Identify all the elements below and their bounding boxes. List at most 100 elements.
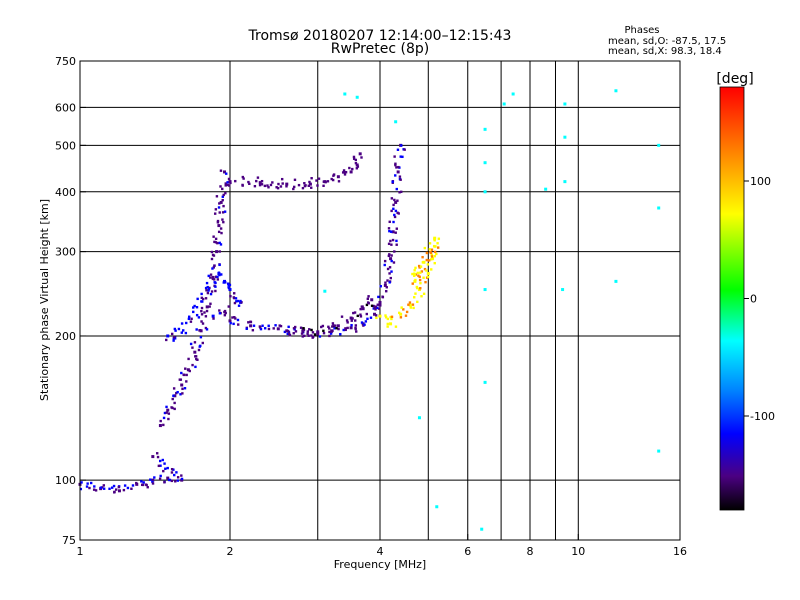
data-point [377,295,380,299]
data-point [287,325,290,329]
data-point [388,266,392,269]
data-point [237,323,240,326]
data-point [614,89,618,93]
data-point [352,311,355,315]
data-point [388,272,391,275]
data-point [255,179,258,183]
data-point [413,272,416,275]
data-point [393,215,397,219]
grid [80,61,680,540]
data-point [433,254,436,258]
data-point [168,478,172,482]
data-point [209,273,213,276]
data-point [292,332,295,335]
data-point [329,332,333,335]
data-point [394,174,397,177]
data-point [219,243,223,246]
data-point [345,319,349,322]
data-point [369,316,373,319]
data-point [165,405,168,409]
data-point [397,212,400,215]
data-point [158,459,162,463]
data-point [563,180,567,184]
data-point [174,480,177,483]
data-point [237,304,241,307]
data-point [398,311,401,315]
data-point [384,316,388,319]
data-point [391,180,394,183]
y-tick-label: 750 [55,55,76,68]
data-point [292,187,295,191]
data-point [364,320,368,323]
data-point [223,210,227,213]
data-point [396,148,400,151]
data-point [324,180,327,184]
data-point [162,416,166,420]
data-point [383,283,387,287]
data-point [383,259,387,263]
data-point [159,464,162,467]
data-point [117,489,121,493]
data-point [205,305,209,309]
data-point [308,180,311,184]
data-point [200,300,203,303]
data-point [219,200,223,204]
data-point [110,486,114,489]
y-tick-label: 300 [55,246,76,259]
data-point [218,312,222,315]
data-point [188,315,191,318]
data-point [172,394,175,397]
data-point [420,270,424,273]
data-point [401,155,404,159]
colorbar-tick-label: 0 [750,293,757,306]
data-point [354,158,358,162]
chart-subtitle: RwPretec (8p) [331,41,429,57]
data-point [395,243,398,246]
data-point [261,324,264,327]
data-point [173,335,176,339]
data-point [315,179,318,182]
data-point [184,367,187,370]
data-point [187,317,191,321]
data-point [330,330,333,333]
data-point [544,187,548,191]
data-point [159,424,162,427]
data-point [189,320,193,323]
data-point [267,327,271,331]
data-point [388,220,391,224]
y-tick-label: 600 [55,101,76,114]
data-point [378,300,382,304]
data-point [180,371,183,375]
data-point [131,484,135,487]
data-point [170,467,174,471]
data-point [210,290,214,293]
data-point [272,327,275,330]
data-point [173,473,176,477]
data-point [433,245,436,248]
data-point [386,325,389,328]
data-point [307,334,310,337]
data-point [181,387,184,391]
data-point [374,305,377,308]
data-point [260,179,264,183]
x-tick-label: 8 [527,545,534,558]
data-point [409,306,412,309]
data-point [297,183,301,187]
data-point [360,156,363,159]
data-point [397,165,400,169]
data-point [220,231,223,235]
y-tick-label: 75 [62,534,76,547]
data-point [333,327,336,330]
data-point [392,207,395,210]
data-point [207,274,210,278]
data-point [317,177,321,180]
data-point [337,327,340,331]
data-point [204,326,208,330]
data-point [193,350,197,354]
data-point [208,305,211,308]
data-point [85,485,89,488]
data-point [310,334,313,337]
data-point [428,248,431,251]
data-point [117,485,121,489]
